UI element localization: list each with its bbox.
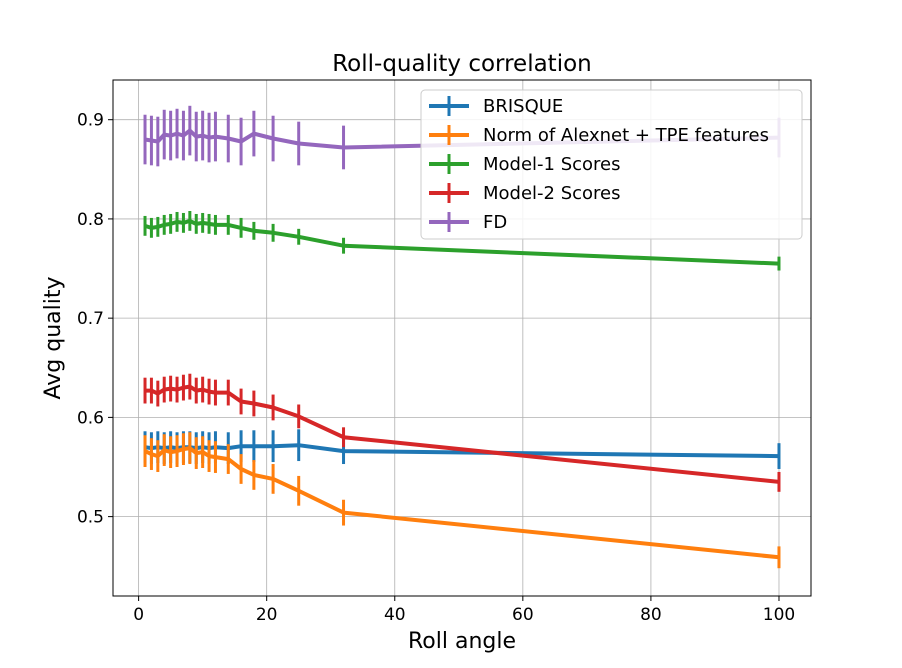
legend-label: Model-1 Scores — [483, 154, 621, 175]
series-3 — [143, 210, 781, 271]
legend-entry: BRISQUE — [429, 96, 563, 117]
y-tick-label: 0.9 — [77, 111, 104, 131]
y-tick-label: 0.8 — [77, 210, 104, 230]
y-tick-label: 0.7 — [77, 309, 104, 329]
x-tick-label: 100 — [763, 605, 795, 625]
y-tick-label: 0.6 — [77, 408, 104, 428]
plot-frame — [112, 79, 812, 597]
legend-label: Model-2 Scores — [483, 183, 621, 204]
legend-entry: Model-1 Scores — [429, 154, 621, 175]
legend-label: FD — [483, 212, 507, 233]
y-axis-title: Avg quality — [41, 277, 66, 400]
chart-title: Roll-quality correlation — [332, 51, 592, 77]
legend-entry: Norm of Alexnet + TPE features — [429, 125, 769, 146]
x-tick-label: 40 — [384, 605, 406, 625]
series-4 — [143, 373, 781, 492]
series-5 — [143, 105, 781, 170]
x-tick-label: 20 — [256, 605, 278, 625]
legend-entry: Model-2 Scores — [429, 183, 621, 204]
legend-entry: FD — [429, 212, 507, 233]
x-axis-title: Roll angle — [408, 629, 516, 654]
x-tick-label: 80 — [640, 605, 662, 625]
legend-label: Norm of Alexnet + TPE features — [483, 125, 769, 146]
legend-box — [420, 89, 803, 240]
y-tick-label: 0.5 — [77, 508, 104, 528]
series-layer — [143, 105, 781, 569]
x-tick-label: 0 — [133, 605, 144, 625]
legend: BRISQUE Norm of Alexnet + TPE features Mod… — [420, 89, 803, 240]
x-tick-label: 60 — [512, 605, 534, 625]
axes: 0 20 40 60 80 100 0.5 0.6 0.7 0.8 0.9 — [77, 111, 795, 625]
series-2 — [143, 432, 781, 569]
legend-label: BRISQUE — [483, 96, 563, 117]
